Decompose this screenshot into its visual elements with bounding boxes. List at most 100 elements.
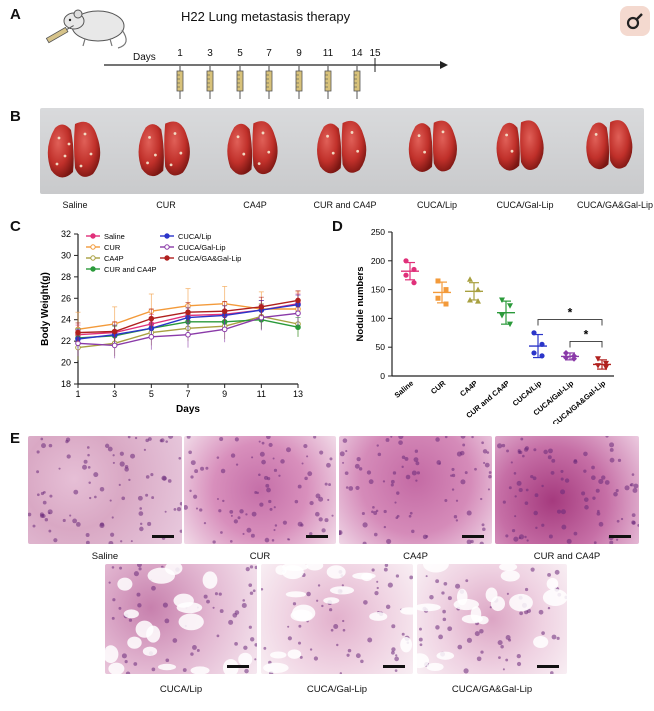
panel-a-title: H22 Lung metastasis therapy <box>181 9 351 24</box>
cell-nucleus <box>414 449 419 453</box>
cell-nucleus <box>128 618 133 622</box>
nodule-dot <box>79 164 83 168</box>
cell-nucleus <box>273 528 276 532</box>
cell-nucleus <box>143 448 146 451</box>
alveolar-space <box>542 589 567 606</box>
cell-nucleus <box>134 436 138 440</box>
cell-nucleus <box>441 591 445 595</box>
cell-nucleus <box>497 640 503 646</box>
tool-button[interactable] <box>620 6 650 36</box>
cell-nucleus <box>516 654 521 659</box>
alveolar-space <box>263 662 289 673</box>
data-point <box>467 296 473 303</box>
cell-nucleus <box>347 648 352 653</box>
cell-nucleus <box>362 541 367 544</box>
lung-lobe <box>227 123 253 175</box>
x-tick-label: 9 <box>222 389 227 399</box>
cell-nucleus <box>303 443 308 449</box>
cell-nucleus <box>319 450 324 455</box>
y-tick-label: 18 <box>61 379 71 389</box>
cell-nucleus <box>42 500 47 505</box>
cell-nucleus <box>313 436 317 439</box>
cell-nucleus <box>164 510 167 513</box>
cell-nucleus <box>631 513 636 518</box>
cell-nucleus <box>306 455 309 458</box>
data-point <box>75 329 81 336</box>
cell-nucleus <box>460 436 466 439</box>
timeline-day-label: 15 <box>369 48 381 59</box>
data-point <box>111 342 118 349</box>
cell-nucleus <box>447 596 452 601</box>
cell-nucleus <box>93 472 99 478</box>
cell-nucleus <box>476 656 482 662</box>
cell-nucleus <box>524 535 527 539</box>
nodule-dot <box>326 134 329 138</box>
cell-nucleus <box>595 488 600 493</box>
cell-nucleus <box>200 466 205 471</box>
cell-nucleus <box>339 451 345 457</box>
cell-nucleus <box>145 493 149 497</box>
cell-nucleus <box>264 537 270 543</box>
cell-nucleus <box>261 587 264 591</box>
cell-nucleus <box>341 584 344 587</box>
cell-nucleus <box>138 567 142 571</box>
nodule-dot <box>242 152 246 156</box>
cell-nucleus <box>550 471 555 475</box>
cell-nucleus <box>245 513 248 516</box>
histology-label: Saline <box>91 551 119 562</box>
data-point <box>111 328 118 335</box>
cell-nucleus <box>489 606 492 609</box>
significance-bracket <box>569 340 603 348</box>
cell-nucleus <box>317 584 321 587</box>
nodule-dot <box>146 161 149 165</box>
cell-nucleus <box>348 486 354 491</box>
cell-nucleus <box>336 643 339 647</box>
histology-image <box>261 564 413 674</box>
cell-nucleus <box>239 509 244 514</box>
alveolar-space <box>323 597 340 604</box>
data-point <box>443 301 449 307</box>
cell-nucleus <box>309 500 314 506</box>
cell-nucleus <box>150 473 154 477</box>
cell-nucleus <box>173 507 177 511</box>
x-tick-label: 5 <box>149 389 154 399</box>
cell-nucleus <box>615 489 619 493</box>
cell-nucleus <box>331 514 334 517</box>
cell-nucleus <box>265 483 270 488</box>
alveolar-space <box>546 577 559 590</box>
cell-nucleus <box>451 467 455 471</box>
cell-nucleus <box>121 496 126 501</box>
cell-nucleus <box>145 475 150 479</box>
cell-nucleus <box>530 474 534 479</box>
cell-nucleus <box>360 659 364 664</box>
histology-image <box>184 436 336 544</box>
cell-nucleus <box>199 508 203 512</box>
cell-nucleus <box>385 438 390 442</box>
cell-nucleus <box>373 532 378 537</box>
legend-marker <box>90 244 96 250</box>
lung-lobe <box>609 120 633 169</box>
cell-nucleus <box>345 486 349 489</box>
cell-nucleus <box>429 594 434 600</box>
cell-nucleus <box>374 591 379 596</box>
cell-nucleus <box>593 541 597 544</box>
cell-nucleus <box>130 540 133 543</box>
category-label: Saline <box>393 379 416 400</box>
cell-nucleus <box>244 668 249 674</box>
cell-nucleus <box>358 467 363 471</box>
cell-nucleus <box>541 484 544 488</box>
cell-nucleus <box>189 489 192 493</box>
cell-nucleus <box>32 524 36 528</box>
cell-nucleus <box>466 637 472 643</box>
cell-nucleus <box>299 655 303 659</box>
nodule-dot <box>350 131 354 134</box>
cell-nucleus <box>124 467 129 472</box>
cell-nucleus <box>167 479 172 483</box>
data-point <box>435 295 441 301</box>
cell-nucleus <box>314 511 320 517</box>
cell-nucleus <box>361 511 365 516</box>
lung-photo-strip <box>40 108 644 194</box>
y-tick-label: 20 <box>61 358 71 368</box>
legend-marker <box>164 244 170 250</box>
alveolar-space <box>400 636 413 653</box>
